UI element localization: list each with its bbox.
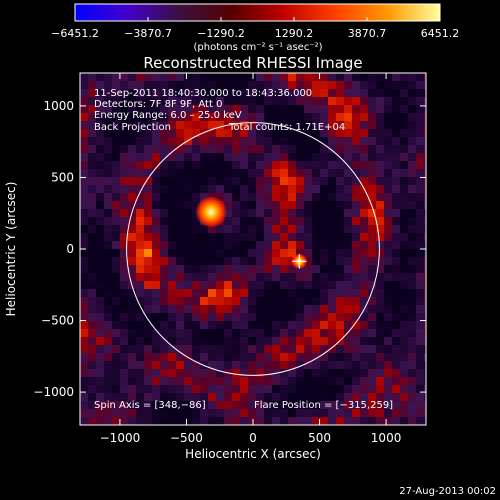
annotation-block: 11-Sep-2011 18:40:30.000 to 18:43:36.000… xyxy=(94,88,393,411)
x-tick-label: 0 xyxy=(249,431,257,445)
x-axis-label: Heliocentric X (arcsec) xyxy=(185,447,321,461)
colorbar xyxy=(74,3,441,22)
y-tick-label: 0 xyxy=(66,242,74,256)
annotation-flare-position: Flare Position = [−315,259] xyxy=(254,400,393,411)
x-tick-label: 1000 xyxy=(371,431,402,445)
solar-limb-circle xyxy=(126,122,380,376)
y-tick-label: 500 xyxy=(51,170,74,184)
axis-ticks: −1000 −500 0 500 1000 1000 500 0 −500 −1000 xyxy=(33,73,426,445)
annotation-detectors: Detectors: 7F 8F 9F, Att 0 xyxy=(94,99,222,110)
colorbar-tick-label: 6451.2 xyxy=(421,27,460,40)
colorbar-tick-label: −3870.7 xyxy=(124,27,172,40)
x-tick-label: −500 xyxy=(170,431,203,445)
colorbar-tick-label: −1290.2 xyxy=(197,27,245,40)
y-tick-label: 1000 xyxy=(43,99,74,113)
colorbar-tick-label: 3870.7 xyxy=(348,27,387,40)
footer-date: 27-Aug-2013 00:02 xyxy=(399,486,496,497)
flare-source xyxy=(195,195,228,228)
colorbar-units: (photons cm⁻² s⁻¹ asec⁻²) xyxy=(193,42,322,53)
annotation-energy: Energy Range: 6.0 – 25.0 keV xyxy=(94,110,242,121)
y-tick-label: −1000 xyxy=(33,385,74,399)
annotation-time-range: 11-Sep-2011 18:40:30.000 to 18:43:36.000 xyxy=(94,88,312,99)
heatmap-image xyxy=(80,73,426,425)
chart-title: Reconstructed RHESSI Image xyxy=(143,54,362,72)
x-tick-label: −1000 xyxy=(100,431,141,445)
annotation-method: Back Projection xyxy=(94,122,171,133)
colorbar-tick-label: −6451.2 xyxy=(51,27,99,40)
annotation-counts: Total counts: 1.71E+04 xyxy=(228,122,345,133)
y-tick-label: −500 xyxy=(41,314,74,328)
spin-axis-marker xyxy=(292,254,307,269)
colorbar-ticks: −6451.2 −3870.7 −1290.2 1290.2 3870.7 6451.2 xyxy=(51,17,459,40)
y-axis-label: Heliocentric Y (arcsec) xyxy=(4,182,18,317)
x-tick-label: 500 xyxy=(308,431,331,445)
annotation-spin-axis: Spin Axis = [348,−86] xyxy=(94,400,206,411)
colorbar-tick-label: 1290.2 xyxy=(275,27,314,40)
